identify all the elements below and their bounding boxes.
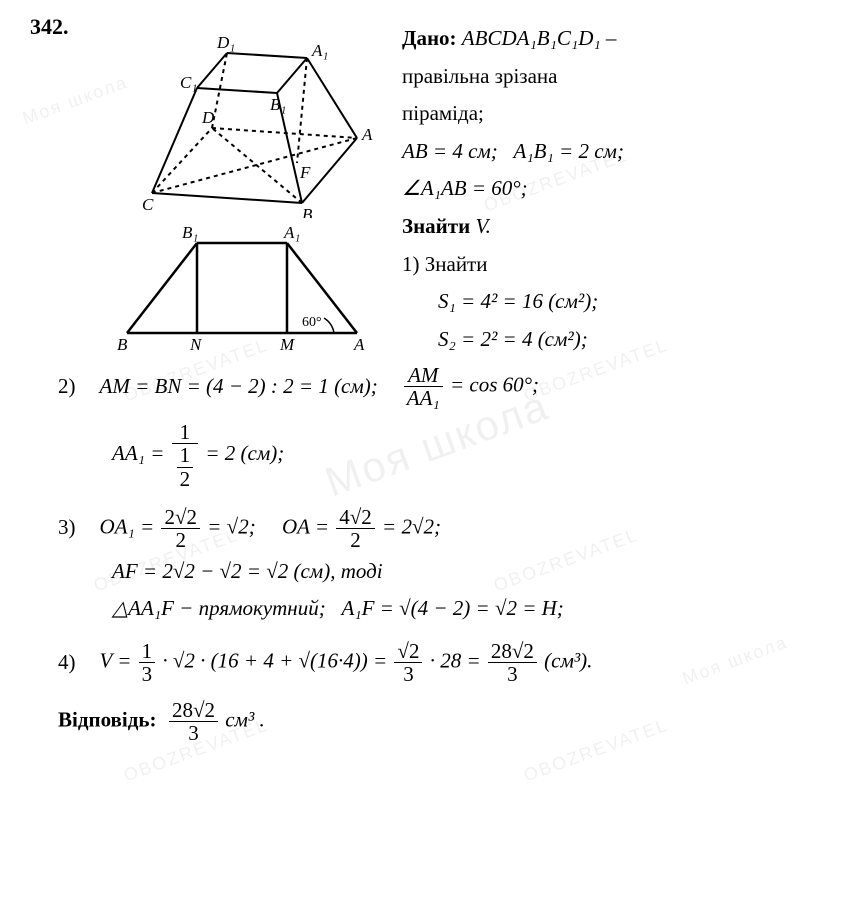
label-A: A bbox=[361, 125, 373, 144]
problem-number: 342. bbox=[30, 14, 69, 40]
oa1-den: 2 bbox=[161, 528, 200, 551]
label2-M: M bbox=[279, 335, 295, 354]
vf1d: 3 bbox=[139, 662, 156, 685]
step4-row: 4) V = 1 3 · √2 · (16 + 4 + √(16·4)) = √… bbox=[58, 640, 824, 685]
step3-tri: △AA₁F − прямокутний; A₁F = √(4 − 2) = √2… bbox=[112, 592, 824, 626]
find-label: Знайти bbox=[402, 214, 470, 238]
label-B1: B₁ bbox=[270, 95, 286, 114]
label-D: D bbox=[201, 108, 215, 127]
oa1-res: = √2; bbox=[202, 514, 256, 538]
step4-label: 4) bbox=[58, 646, 76, 680]
diagrams-column: C B A D C₁ B₁ A₁ D₁ F bbox=[102, 18, 382, 360]
step2-label: 2) bbox=[58, 370, 76, 404]
ab-val: AB = 4 см; bbox=[402, 139, 498, 163]
vf3n: 28√2 bbox=[488, 640, 537, 662]
v-unit: (см³). bbox=[539, 648, 593, 672]
step2-aa1: AA₁ = 1 1 2 = 2 (см); bbox=[112, 421, 824, 489]
aa1-res: = 2 (см); bbox=[205, 441, 284, 465]
s2-eq: S₂ = 2² = 4 (см²); bbox=[438, 327, 588, 351]
oa-num: 4√2 bbox=[336, 506, 375, 528]
aa1-eq-lhs: AA₁ = bbox=[112, 441, 170, 465]
ans-unit: см³ . bbox=[225, 707, 265, 731]
answer-row: Відповідь: 28√2 3 см³ . bbox=[58, 699, 824, 744]
label2-A1: A₁ bbox=[283, 223, 300, 242]
step1-label: 1) Знайти bbox=[402, 248, 824, 282]
oa1-num: 2√2 bbox=[161, 506, 200, 528]
v-mid: · √2 · (16 + 4 + √(16·4)) = bbox=[157, 648, 392, 672]
label2-angle: 60° bbox=[302, 315, 322, 330]
a1f-eq: A₁F = √(4 − 2) = √2 = H; bbox=[341, 596, 563, 620]
prism-name: ABCDA₁B₁C₁D₁ – bbox=[462, 26, 617, 50]
label-C1: C₁ bbox=[180, 73, 197, 92]
aa1-den: AA₁ bbox=[407, 386, 440, 410]
vf3d: 3 bbox=[488, 662, 537, 685]
vf2d: 3 bbox=[394, 662, 422, 685]
a1b1-val: A₁B₁ = 2 см; bbox=[514, 139, 624, 163]
step2-row1: 2) AM = BN = (4 − 2) : 2 = 1 (см); AM AA… bbox=[58, 364, 824, 409]
cos60: = cos 60°; bbox=[445, 373, 539, 397]
vf2n: √2 bbox=[394, 640, 422, 662]
step2-frac: AM AA₁ bbox=[404, 364, 443, 409]
label2-B1: B₁ bbox=[182, 223, 198, 242]
v-eq1: V = bbox=[100, 648, 137, 672]
step3-row1: 3) OA₁ = 2√2 2 = √2; OA = 4√2 2 = 2√2; bbox=[58, 506, 824, 551]
am-num: AM bbox=[408, 363, 438, 387]
label2-B: B bbox=[117, 335, 128, 354]
oa1-eq: OA₁ = bbox=[100, 514, 160, 538]
aa1-dn: 1 bbox=[177, 444, 194, 466]
top-row: C B A D C₁ B₁ A₁ D₁ F bbox=[102, 18, 824, 360]
step3-af: AF = 2√2 − √2 = √2 (см), тоді bbox=[112, 555, 824, 589]
label2-N: N bbox=[189, 335, 203, 354]
diagram-3d: C B A D C₁ B₁ A₁ D₁ F bbox=[102, 18, 382, 218]
label-B: B bbox=[302, 205, 313, 218]
find-v: V. bbox=[475, 214, 490, 238]
step2-left: AM = BN = (4 − 2) : 2 = 1 (см); bbox=[100, 374, 378, 398]
angle-val: ∠A₁AB = 60°; bbox=[402, 176, 528, 200]
diagram-2d: B A B₁ A₁ N M 60° bbox=[102, 218, 382, 358]
answer-label: Відповідь: bbox=[58, 707, 156, 731]
desc1: правільна зрізана bbox=[402, 60, 824, 94]
label-C: C bbox=[142, 195, 154, 214]
desc2: піраміда; bbox=[402, 97, 824, 131]
given-column: Дано: ABCDA₁B₁C₁D₁ – правільна зрізана п… bbox=[402, 18, 824, 360]
label2-A: A bbox=[353, 335, 365, 354]
label-A1: A₁ bbox=[311, 41, 328, 60]
label-D1: D₁ bbox=[216, 33, 235, 52]
dado-label: Дано: bbox=[402, 26, 457, 50]
s1-eq: S₁ = 4² = 16 (см²); bbox=[438, 289, 598, 313]
aa1-dd: 2 bbox=[177, 467, 194, 490]
oa-eq: OA = bbox=[282, 514, 334, 538]
aa1-num: 1 bbox=[172, 421, 199, 443]
oa-res: = 2√2; bbox=[377, 514, 441, 538]
label-F: F bbox=[299, 163, 311, 182]
vf1n: 1 bbox=[139, 640, 156, 662]
ans-num: 28√2 bbox=[169, 699, 218, 721]
ans-den: 3 bbox=[169, 721, 218, 744]
oa-den: 2 bbox=[336, 528, 375, 551]
step3-label: 3) bbox=[58, 511, 76, 545]
v-mid2: · 28 = bbox=[424, 648, 485, 672]
